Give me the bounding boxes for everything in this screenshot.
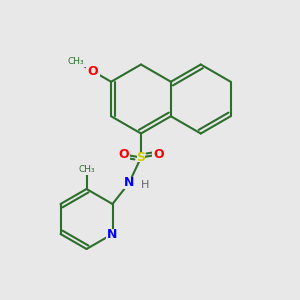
FancyBboxPatch shape xyxy=(106,229,119,239)
FancyBboxPatch shape xyxy=(122,177,136,189)
Text: CH₃: CH₃ xyxy=(78,165,95,174)
Text: CH₃: CH₃ xyxy=(68,57,84,66)
Text: N: N xyxy=(107,227,118,241)
FancyBboxPatch shape xyxy=(137,153,145,162)
Text: S: S xyxy=(136,151,146,164)
Text: O: O xyxy=(118,148,129,161)
Text: N: N xyxy=(124,176,134,190)
FancyBboxPatch shape xyxy=(86,66,100,76)
FancyBboxPatch shape xyxy=(152,149,165,160)
Text: O: O xyxy=(153,148,164,161)
FancyBboxPatch shape xyxy=(117,149,130,160)
Text: H: H xyxy=(141,179,150,190)
Text: O: O xyxy=(88,65,98,78)
